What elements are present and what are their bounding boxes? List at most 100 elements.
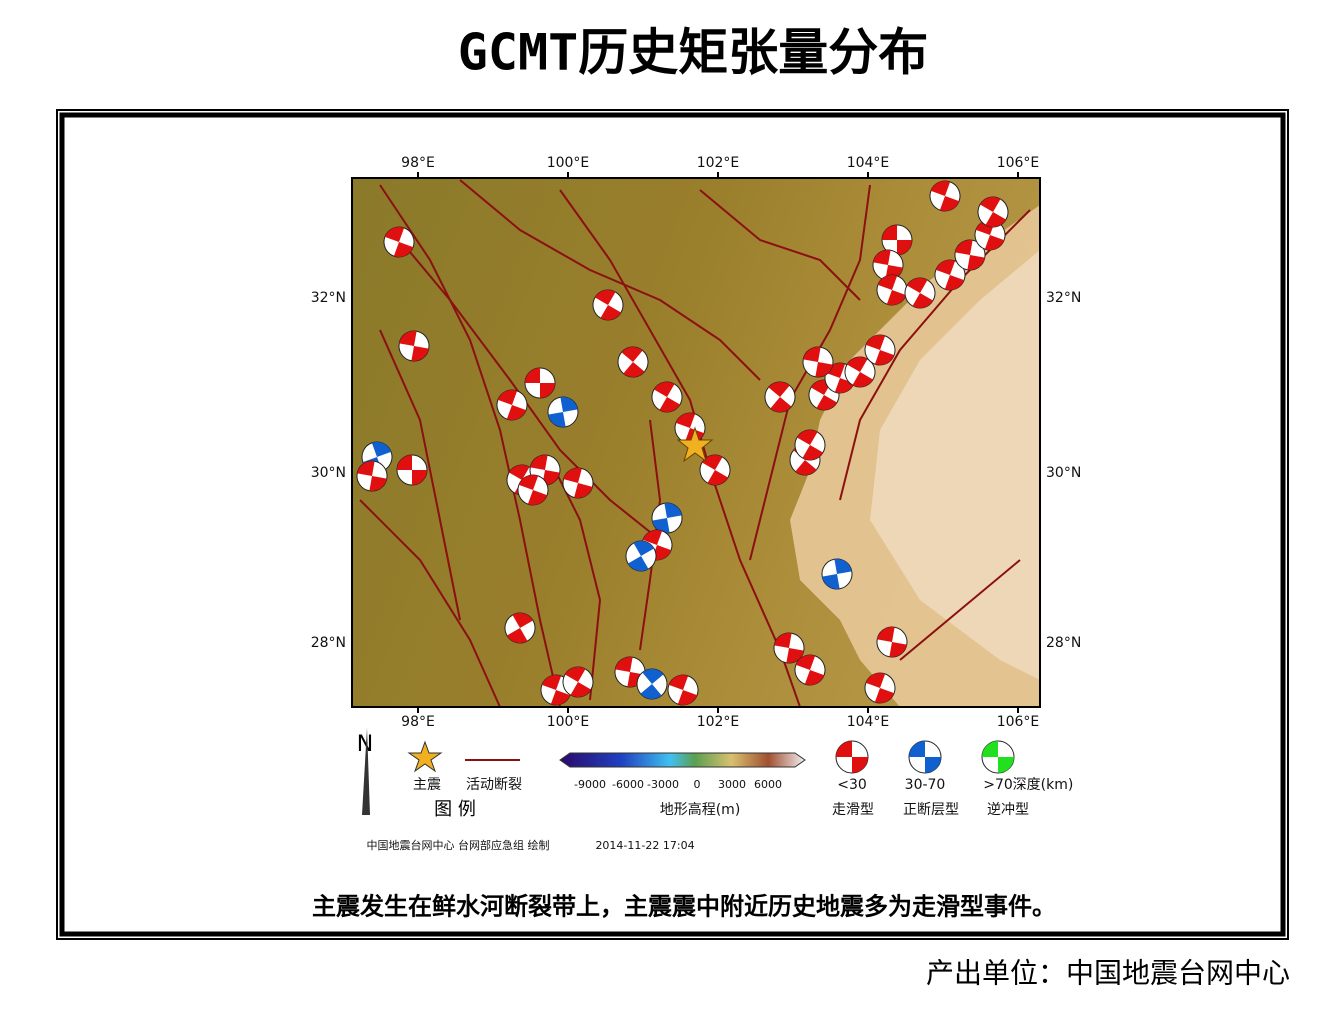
colorbar-title: 地形高程(m)	[660, 801, 741, 818]
fault	[379, 329, 461, 621]
fault	[699, 189, 861, 301]
focal-mechanism	[383, 226, 415, 258]
focal-mechanism	[794, 654, 826, 686]
colorbar	[559, 752, 806, 768]
timestamp: 2014-11-22 17:04	[595, 839, 694, 852]
lat-label-right: 32°N	[1046, 290, 1081, 306]
legend-fault: 活动断裂	[466, 777, 522, 793]
focal-quadrant	[865, 673, 895, 703]
credit: 中国地震台网中心 台网部应急组 绘制	[367, 838, 550, 852]
frame-inner	[59, 112, 1286, 937]
colorbar-tick-label: -3000	[647, 778, 679, 791]
north-arrow-shape	[362, 728, 370, 815]
lon-label-bottom: 100°E	[547, 714, 590, 730]
focal-quadrant	[935, 260, 965, 290]
depth-unit: 深度(km)	[1013, 777, 1074, 793]
focal-mechanism	[651, 381, 683, 413]
fault	[399, 239, 661, 541]
focal-mechanism	[835, 740, 869, 774]
focal-mechanism	[802, 346, 834, 378]
colorbar-tick-label: 0	[694, 778, 701, 791]
fault	[359, 499, 501, 708]
focal-mechanism	[651, 502, 683, 534]
focal-quadrant	[865, 335, 895, 365]
focal-mechanism	[517, 474, 549, 506]
lat-label-left: 32°N	[311, 290, 346, 306]
focal-mechanism	[908, 740, 942, 774]
focal-mechanism	[667, 674, 699, 706]
focal-quadrant	[595, 290, 621, 320]
focal-mechanism	[954, 239, 986, 271]
lat-label-right: 28°N	[1046, 635, 1081, 651]
focal-quadrant	[873, 250, 903, 280]
focal-mechanism	[864, 672, 896, 704]
focal-mechanism	[764, 381, 796, 413]
focal-quadrant	[530, 455, 560, 485]
focal-quadrant	[795, 655, 825, 685]
focal-mechanism	[977, 196, 1009, 228]
focal-quadrant	[640, 669, 664, 699]
focal-quadrant	[982, 741, 1014, 773]
lon-label-top: 98°E	[401, 155, 435, 171]
map	[351, 177, 1041, 708]
focal-quadrant	[930, 181, 960, 211]
focal-quadrant	[652, 503, 682, 533]
caption: 主震发生在鲜水河断裂带上，主震震中附近历史地震多为走滑型事件。	[312, 892, 1056, 921]
lon-label-top: 100°E	[547, 155, 590, 171]
focal-quadrant	[702, 455, 728, 485]
focal-quadrant	[847, 357, 873, 387]
focal-mechanism	[981, 740, 1015, 774]
focal-quadrant	[654, 382, 680, 412]
footer: 产出单位：中国地震台网中心	[926, 957, 1290, 990]
focal-mechanism	[876, 626, 908, 658]
focal-mechanism	[562, 666, 594, 698]
focal-quadrant	[565, 667, 591, 697]
focal-mechanism	[396, 454, 428, 486]
focal-quadrant	[825, 363, 855, 393]
mechanism-type: 走滑型	[832, 801, 874, 818]
focal-mechanism	[876, 274, 908, 306]
fault	[379, 184, 561, 708]
depth-label: >70	[983, 777, 1013, 793]
focal-mechanism	[398, 330, 430, 362]
map-border	[351, 177, 1041, 708]
mainshock-symbol	[407, 740, 443, 773]
focal-quadrant	[836, 741, 868, 773]
focal-mechanism	[617, 346, 649, 378]
focal-quadrant	[774, 633, 804, 663]
focal-mechanism	[504, 612, 536, 644]
focal-mechanism	[625, 540, 657, 572]
lat-label-right: 30°N	[1046, 465, 1081, 481]
focal-mechanism	[496, 389, 528, 421]
focal-quadrant	[955, 240, 985, 270]
lon-label-top: 102°E	[697, 155, 740, 171]
focal-quadrant	[668, 675, 698, 705]
focal-mechanism	[592, 289, 624, 321]
focal-quadrant	[642, 530, 672, 560]
focal-quadrant	[768, 382, 792, 412]
focal-mechanism	[524, 367, 556, 399]
focal-quadrant	[548, 397, 578, 427]
mechanism-type: 逆冲型	[987, 802, 1029, 818]
focal-mechanism	[821, 558, 853, 590]
focal-quadrant	[909, 741, 941, 773]
mechanism-type: 正断层型	[903, 802, 959, 818]
focal-quadrant	[507, 613, 533, 643]
focal-mechanism	[562, 467, 594, 499]
focal-quadrant	[803, 347, 833, 377]
focal-quadrant	[975, 220, 1005, 250]
lon-label-bottom: 102°E	[697, 714, 740, 730]
focal-quadrant	[384, 227, 414, 257]
focal-mechanism	[794, 429, 826, 461]
colorbar-tick-label: 6000	[754, 778, 782, 791]
lon-label-bottom: 106°E	[997, 714, 1040, 730]
focal-quadrant	[877, 275, 907, 305]
lat-label-left: 28°N	[311, 635, 346, 651]
focal-quadrant	[518, 475, 548, 505]
focal-quadrant	[541, 675, 571, 705]
lat-label-left: 30°N	[311, 465, 346, 481]
focal-quadrant	[822, 559, 852, 589]
focal-quadrant	[397, 455, 427, 485]
focal-quadrant	[399, 331, 429, 361]
